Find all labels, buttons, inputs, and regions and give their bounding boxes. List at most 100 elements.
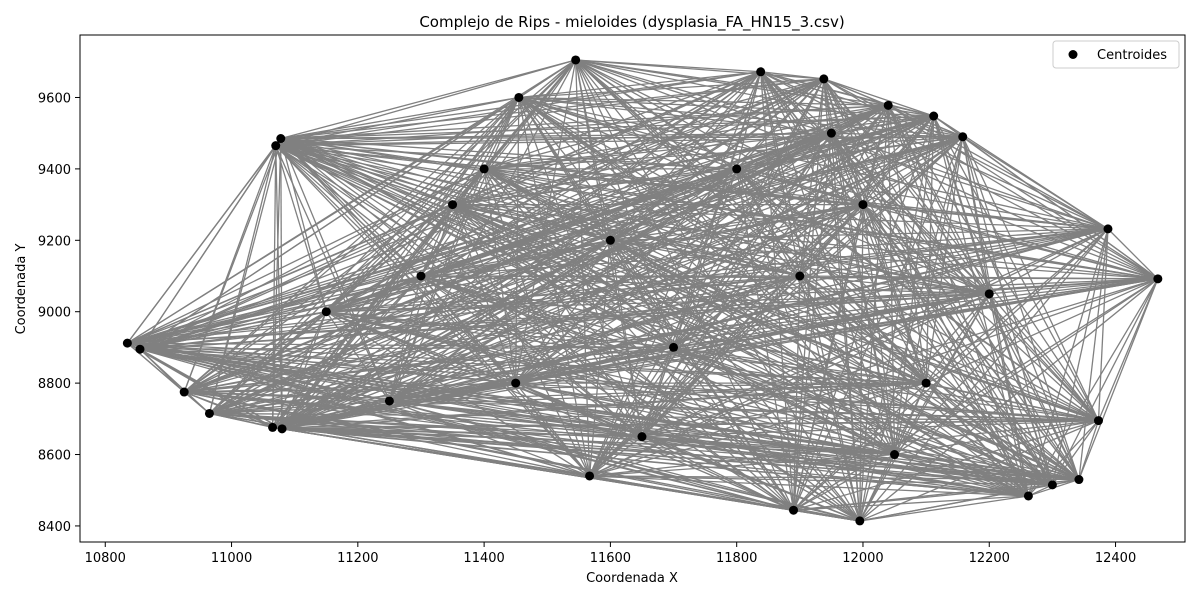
rips-edge <box>589 132 832 477</box>
centroid-point <box>479 164 489 174</box>
rips-edge <box>127 203 453 344</box>
rips-edge <box>1078 278 1159 480</box>
rips-edge <box>280 137 674 348</box>
rips-edge <box>736 168 990 295</box>
centroid-point <box>1023 491 1033 501</box>
rips-edge <box>325 204 453 313</box>
rips-edge <box>830 132 864 205</box>
rips-edge <box>589 275 801 477</box>
rips-edge <box>515 132 832 384</box>
rips-edge <box>326 132 832 313</box>
rips-edge <box>452 168 737 206</box>
centroid-point <box>511 378 521 388</box>
centroid-point <box>826 128 836 138</box>
rips-edge <box>575 59 738 170</box>
rips-edge <box>275 115 934 147</box>
y-tick-label: 8600 <box>38 449 71 464</box>
rips-edge <box>515 382 1080 481</box>
x-axis-label: Coordenada X <box>586 571 678 586</box>
rips-edge <box>208 59 577 414</box>
centroid-point <box>1103 224 1113 234</box>
rips-edge <box>280 132 832 140</box>
rips-edge <box>326 239 611 313</box>
rips-edge <box>389 400 860 522</box>
y-tick-label: 8400 <box>38 520 71 535</box>
rips-edge <box>799 275 990 295</box>
rips-edge <box>275 78 824 147</box>
rips-edge <box>420 71 762 277</box>
rips-edge <box>736 168 1099 422</box>
rips-edge <box>127 168 485 344</box>
rips-edge <box>799 228 1109 277</box>
rips-edge <box>1078 228 1109 480</box>
rips-edge <box>208 97 520 414</box>
centroid-point <box>276 134 286 144</box>
rips-edge <box>139 275 422 350</box>
rips-edge <box>280 137 611 241</box>
rips-edge <box>515 382 895 456</box>
rips-edge <box>183 138 282 393</box>
rips-edge <box>515 104 889 384</box>
rips-edge <box>484 104 889 170</box>
centroid-point <box>929 111 939 121</box>
centroid-point <box>921 378 931 388</box>
rips-edge <box>641 168 738 437</box>
x-tick-label: 11600 <box>590 551 631 566</box>
chart-title: Complejo de Rips - mieloides (dysplasia_… <box>419 13 844 32</box>
centroid-point <box>321 307 331 317</box>
rips-edge <box>641 436 794 511</box>
rips-edge <box>736 168 864 206</box>
rips-edge <box>641 71 762 437</box>
rips-edge <box>183 391 210 414</box>
centroid-point <box>416 271 426 281</box>
rips-edge <box>792 204 864 511</box>
centroid-point <box>204 408 214 418</box>
x-tick-label: 12000 <box>842 551 883 566</box>
rips-edge <box>830 132 1029 497</box>
rips-edge <box>518 96 934 117</box>
rips-edge <box>799 78 825 277</box>
rips-edge <box>325 97 520 313</box>
rips-edge <box>736 168 1080 480</box>
rips-edge <box>894 278 1159 456</box>
rips-edge <box>862 204 1029 497</box>
y-tick-label: 9400 <box>38 163 71 178</box>
rips-edge <box>420 275 1053 486</box>
rips-edge <box>589 475 794 511</box>
rips-edge <box>420 136 963 277</box>
rips-edge <box>275 145 591 477</box>
rips-edge <box>925 382 1080 481</box>
rips-edge <box>326 293 990 313</box>
rips-edge <box>589 419 1099 477</box>
rips-edge <box>420 204 454 277</box>
y-axis-ticks: 8400 8600 8800 9000 9200 9400 9600 <box>38 91 80 535</box>
rips-edge <box>281 400 390 430</box>
rips-edge <box>589 475 1029 497</box>
rips-edge <box>515 275 801 384</box>
rips-edge <box>760 71 963 138</box>
rips-edge <box>126 138 282 344</box>
rips-edge <box>280 137 453 206</box>
centroid-point <box>122 338 132 348</box>
rips-edge <box>925 116 935 384</box>
rips-edge <box>988 293 1054 486</box>
rips-edge <box>272 275 422 428</box>
rips-edge <box>893 293 990 455</box>
rips-edge <box>888 104 934 117</box>
rips-edge <box>831 115 934 134</box>
rips-edge <box>641 436 1029 497</box>
rips-edge <box>610 239 927 384</box>
rips-edge <box>275 132 832 147</box>
rips-edge <box>589 382 927 477</box>
rips-edge <box>483 78 824 170</box>
rips-edge <box>389 239 611 402</box>
rips-edge <box>736 168 1053 486</box>
rips-edge <box>483 97 520 170</box>
rips-edge <box>518 96 927 384</box>
rips-edge <box>483 168 643 438</box>
rips-edge <box>389 400 590 477</box>
rips-edge <box>760 71 824 80</box>
rips-edge <box>830 132 1080 480</box>
rips-edge <box>673 204 864 348</box>
